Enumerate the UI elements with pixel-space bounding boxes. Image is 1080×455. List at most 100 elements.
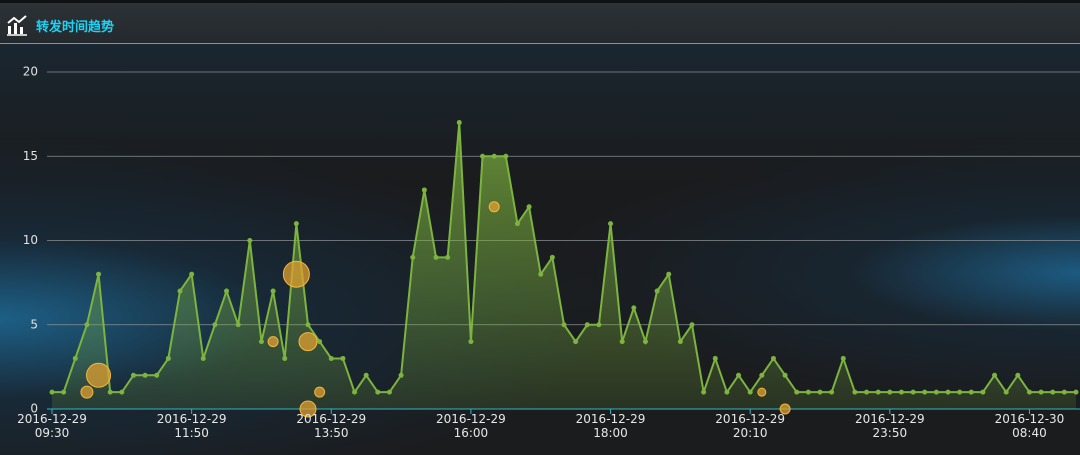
point: [96, 271, 102, 277]
point: [631, 305, 637, 311]
point: [445, 254, 451, 260]
point: [305, 322, 311, 328]
point: [514, 221, 520, 227]
point: [142, 372, 148, 378]
y-tick-label: 5: [30, 317, 38, 331]
point: [107, 389, 113, 395]
point: [840, 355, 846, 361]
point: [538, 271, 544, 277]
x-tick-label: 2016-12-29 09:30: [17, 412, 87, 440]
point: [258, 339, 264, 345]
point: [317, 339, 323, 345]
point: [72, 355, 78, 361]
point: [549, 254, 555, 260]
point: [154, 372, 160, 378]
bubble: [314, 386, 326, 398]
y-tick-label: 10: [23, 233, 38, 247]
point: [421, 187, 427, 193]
point: [782, 372, 788, 378]
point: [992, 372, 998, 378]
point: [980, 389, 986, 395]
icon: [7, 15, 27, 36]
bubble: [267, 336, 279, 348]
point: [922, 389, 928, 395]
point: [293, 221, 299, 227]
point: [352, 389, 358, 395]
point: [608, 221, 614, 227]
x-tick-label: 2016-12-29 23:50: [854, 412, 925, 440]
point: [701, 389, 707, 395]
point: [526, 204, 532, 210]
x-tick-label: 2016-12-29 11:50: [156, 412, 227, 440]
point: [386, 389, 392, 395]
point: [666, 271, 672, 277]
point: [503, 153, 509, 159]
point: [375, 389, 381, 395]
point: [654, 288, 660, 294]
point: [119, 389, 125, 395]
point: [642, 339, 648, 345]
point: [817, 389, 823, 395]
point: [887, 389, 893, 395]
bubble: [757, 387, 767, 397]
point: [247, 238, 253, 243]
point: [189, 271, 195, 277]
y-tick-label: 20: [23, 65, 38, 79]
point: [864, 389, 870, 395]
point: [770, 355, 776, 361]
point: [410, 254, 416, 260]
point: [235, 322, 241, 328]
point: [910, 389, 916, 395]
point: [433, 254, 439, 260]
header: 转发时间趋势: [0, 0, 1080, 44]
point: [1038, 389, 1044, 395]
point: [1050, 389, 1056, 395]
point: [328, 355, 334, 361]
point: [805, 389, 811, 395]
x-tick-label: 2016-12-29 18:00: [575, 412, 646, 440]
x-tick-label: 2016-12-29 20:10: [715, 412, 786, 440]
title: 转发时间趋势: [36, 20, 115, 35]
bubble: [86, 362, 112, 388]
point: [759, 372, 765, 378]
point: [480, 153, 486, 159]
point: [468, 339, 474, 345]
point: [584, 322, 590, 328]
point: [456, 120, 462, 126]
point: [736, 372, 742, 378]
point: [1073, 389, 1079, 395]
point: [212, 322, 218, 328]
bubble: [282, 260, 310, 288]
bubble: [779, 403, 791, 415]
point: [49, 389, 55, 395]
point: [794, 389, 800, 395]
point: [596, 322, 602, 328]
point: [363, 372, 369, 378]
area: [52, 122, 1076, 410]
point: [340, 355, 346, 361]
point: [130, 372, 136, 378]
point: [1026, 389, 1032, 395]
point: [61, 389, 67, 395]
point: [177, 288, 183, 294]
point: [829, 389, 835, 395]
bubble: [298, 332, 318, 352]
point: [619, 339, 625, 345]
point: [200, 355, 206, 361]
point: [1003, 389, 1009, 395]
point: [712, 355, 718, 361]
point: [677, 339, 683, 345]
point: [689, 322, 695, 328]
point: [282, 355, 288, 361]
point: [561, 322, 567, 328]
point: [270, 288, 276, 294]
point: [1061, 389, 1067, 395]
x-tick-label: 2016-12-29 16:00: [436, 412, 506, 440]
point: [165, 355, 171, 361]
point: [875, 389, 881, 395]
bubble: [299, 400, 317, 418]
point: [491, 153, 497, 159]
point: [398, 372, 404, 378]
y-tick-label: 15: [23, 149, 38, 163]
